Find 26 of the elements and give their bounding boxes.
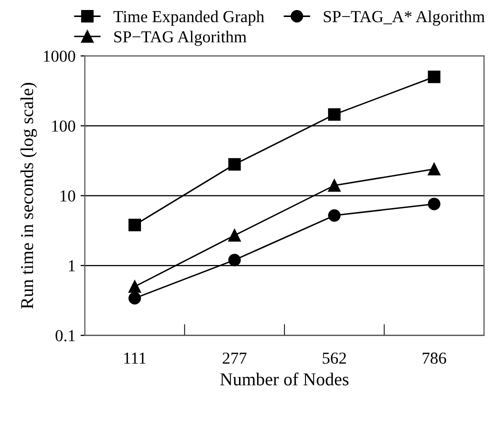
x-tick-label: 562 bbox=[322, 352, 346, 364]
legend-label: Time Expanded Graph bbox=[114, 10, 264, 26]
legend-label: SP−TAG Algorithm bbox=[114, 30, 246, 46]
y-tick-label: 1000 bbox=[44, 50, 76, 62]
y-tick-label: 10 bbox=[60, 190, 76, 202]
y-tick-label: 0.1 bbox=[56, 330, 75, 342]
x-axis-title: Number of Nodes bbox=[220, 372, 348, 386]
point bbox=[328, 209, 341, 222]
x-tick-label: 786 bbox=[422, 352, 446, 364]
point bbox=[128, 292, 141, 305]
point bbox=[428, 70, 440, 84]
point bbox=[428, 162, 440, 176]
point bbox=[228, 158, 241, 171]
point bbox=[228, 229, 241, 242]
x-tick-label: 111 bbox=[124, 352, 146, 364]
point bbox=[428, 198, 440, 210]
point bbox=[228, 254, 241, 266]
point bbox=[328, 179, 341, 192]
point bbox=[128, 218, 141, 232]
y-axis-title: Run time in seconds (log scale) bbox=[20, 82, 37, 309]
x-tick-label: 277 bbox=[222, 352, 247, 364]
y-tick-label: 1 bbox=[68, 260, 75, 272]
legend-label: SP−TAG_A* Algorithm bbox=[324, 10, 485, 26]
point bbox=[128, 280, 141, 293]
point bbox=[328, 108, 341, 121]
y-tick-label: 100 bbox=[52, 120, 76, 132]
